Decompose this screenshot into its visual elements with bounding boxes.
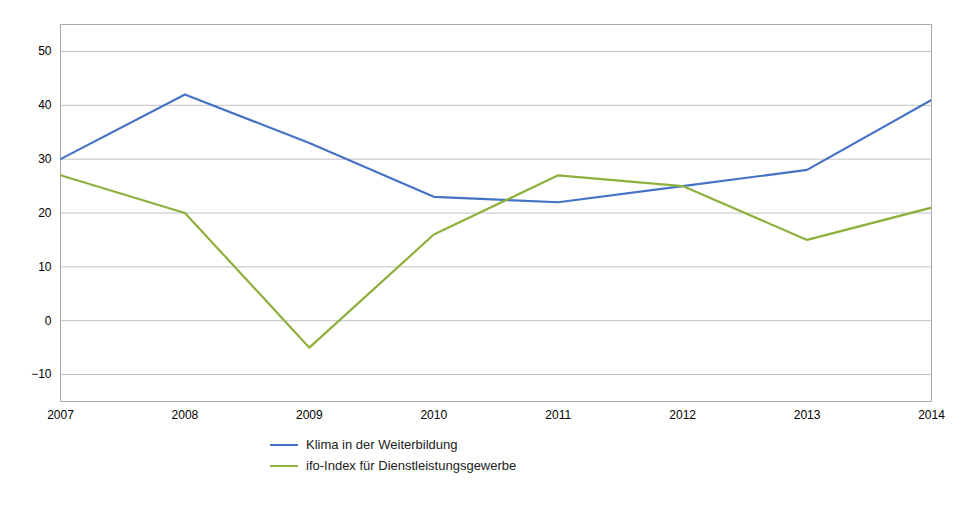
svg-text:2008: 2008 xyxy=(172,408,199,422)
html-text:ifo-Index für Dienstleistungsg: ifo-Index für Dienstleistungsgewerbe xyxy=(306,458,517,473)
svg-text:10: 10 xyxy=(38,260,52,274)
svg-text:20: 20 xyxy=(38,206,52,220)
svg-text:50: 50 xyxy=(38,44,52,58)
svg-text:−10: −10 xyxy=(31,367,52,381)
svg-text:30: 30 xyxy=(38,152,52,166)
svg-text:0: 0 xyxy=(45,314,52,328)
svg-text:2012: 2012 xyxy=(669,408,696,422)
svg-text:2007: 2007 xyxy=(47,408,74,422)
svg-text:2013: 2013 xyxy=(794,408,821,422)
svg-text:40: 40 xyxy=(38,98,52,112)
svg-text:2009: 2009 xyxy=(296,408,323,422)
svg-text:2011: 2011 xyxy=(545,408,571,422)
html-text:Klima in der Weiterbildung: Klima in der Weiterbildung xyxy=(306,437,458,452)
svg-text:2014: 2014 xyxy=(918,408,945,422)
svg-text:2010: 2010 xyxy=(420,408,447,422)
